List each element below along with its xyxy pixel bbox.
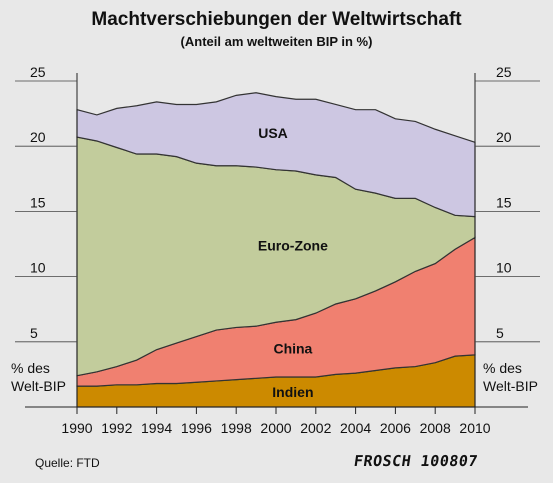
x-tick-label: 1994 (141, 420, 172, 436)
series-label-euro-zone: Euro-Zone (258, 237, 328, 253)
x-tick-label: 2008 (420, 420, 451, 436)
y-tick-label-left: 20 (30, 129, 46, 145)
series-label-indien: Indien (272, 384, 313, 400)
x-tick-label: 2000 (260, 420, 291, 436)
x-tick-label: 2006 (380, 420, 411, 436)
x-tick-label: 1996 (181, 420, 212, 436)
chart-subtitle: (Anteil am weltweiten BIP in %) (180, 34, 373, 49)
y-unit-label-right: % des (483, 360, 522, 376)
y-tick-label-left: 15 (30, 194, 46, 210)
y-tick-label-right: 20 (496, 129, 512, 145)
x-tick-label: 2002 (300, 420, 331, 436)
y-tick-label-left: 5 (30, 325, 38, 341)
x-tick-label: 2010 (459, 420, 490, 436)
series-label-china: China (273, 340, 312, 356)
x-tick-label: 1990 (61, 420, 92, 436)
artist-signature: FROSCH 100807 (352, 452, 480, 470)
series-label-usa: USA (258, 125, 288, 141)
chart-title: Machtverschiebungen der Weltwirtschaft (91, 9, 462, 30)
y-tick-label-left: 25 (30, 64, 46, 80)
x-tick-label: 1992 (101, 420, 132, 436)
y-tick-label-left: 10 (30, 260, 46, 276)
y-tick-label-right: 15 (496, 194, 512, 210)
x-tick-label: 1998 (221, 420, 252, 436)
y-tick-label-right: 25 (496, 64, 512, 80)
y-tick-label-right: 10 (496, 260, 512, 276)
y-unit-label-left: Welt-BIP (11, 378, 66, 394)
source-note: Quelle: FTD (35, 456, 100, 470)
y-unit-label-left: % des (11, 360, 50, 376)
y-unit-label-right: Welt-BIP (483, 378, 538, 394)
y-tick-label-right: 5 (496, 325, 504, 341)
x-tick-label: 2004 (340, 420, 371, 436)
